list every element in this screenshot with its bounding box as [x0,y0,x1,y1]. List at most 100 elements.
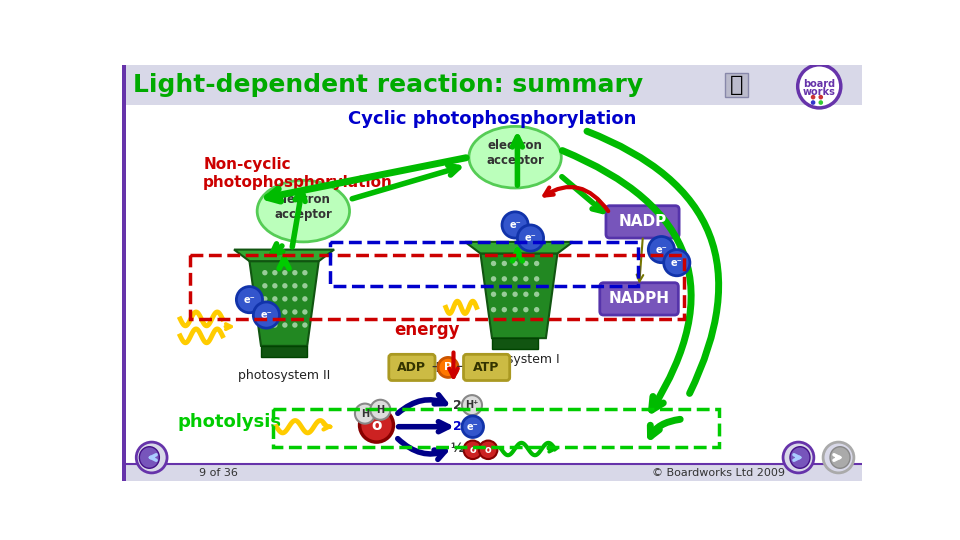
Circle shape [523,276,529,281]
Ellipse shape [830,447,850,468]
Text: o: o [485,445,492,455]
Circle shape [517,225,543,251]
Text: photolysis: photolysis [178,413,282,431]
Circle shape [282,296,288,301]
Text: electron
acceptor: electron acceptor [275,193,332,221]
Circle shape [798,65,841,108]
Text: board: board [804,79,835,89]
Circle shape [534,276,540,281]
Circle shape [302,283,307,288]
Circle shape [262,296,268,301]
Circle shape [302,270,307,275]
Circle shape [663,249,690,276]
Circle shape [513,261,517,266]
Circle shape [513,307,517,312]
Circle shape [302,322,307,328]
Text: o: o [469,445,476,455]
Circle shape [479,441,497,459]
Circle shape [273,309,277,315]
Circle shape [262,322,268,328]
FancyArrowPatch shape [397,438,445,460]
Polygon shape [480,253,558,338]
Bar [127,105,857,465]
Circle shape [513,292,517,297]
FancyArrowPatch shape [587,131,719,394]
Text: ADP: ADP [397,361,426,374]
Circle shape [819,100,823,105]
FancyArrowPatch shape [650,420,681,436]
Circle shape [273,283,277,288]
Text: NADPH: NADPH [609,292,669,306]
Ellipse shape [257,180,349,242]
FancyArrowPatch shape [544,187,609,211]
Text: P: P [444,362,452,373]
Text: e⁻: e⁻ [509,220,521,230]
Text: +: + [430,360,443,375]
Circle shape [523,292,529,297]
Ellipse shape [790,447,810,468]
Circle shape [462,416,484,437]
Ellipse shape [468,126,562,188]
Circle shape [262,283,268,288]
Circle shape [360,408,394,442]
Circle shape [262,270,268,275]
Circle shape [823,442,853,473]
Circle shape [302,296,307,301]
Text: e⁻: e⁻ [656,245,667,254]
Circle shape [523,307,529,312]
Text: 2: 2 [453,420,462,433]
Circle shape [783,442,814,473]
Polygon shape [234,249,334,261]
Circle shape [811,95,815,99]
Circle shape [236,287,262,313]
Circle shape [502,292,507,297]
Text: photosystem I: photosystem I [470,353,560,366]
Circle shape [136,442,167,473]
Bar [261,346,307,356]
Polygon shape [250,261,319,346]
Text: e⁻: e⁻ [524,233,537,243]
Text: photosystem II: photosystem II [238,369,330,382]
FancyArrowPatch shape [397,395,445,413]
FancyBboxPatch shape [389,354,435,381]
FancyArrowPatch shape [398,422,448,431]
Circle shape [253,302,279,328]
Text: electron
acceptor: electron acceptor [486,139,544,167]
Circle shape [292,283,298,288]
Circle shape [523,261,529,266]
Circle shape [302,309,307,315]
Circle shape [502,212,528,238]
Text: e⁻: e⁻ [260,310,273,320]
Circle shape [292,322,298,328]
Text: H⁺: H⁺ [466,400,479,410]
Circle shape [282,322,288,328]
Circle shape [819,95,823,99]
Text: e⁻: e⁻ [244,295,255,305]
Circle shape [491,276,496,281]
Circle shape [534,307,540,312]
Circle shape [464,441,482,459]
Circle shape [811,100,815,105]
Circle shape [513,276,517,281]
Circle shape [371,400,391,420]
FancyBboxPatch shape [464,354,510,381]
FancyBboxPatch shape [606,206,679,238]
Text: Cyclic photophosphorylation: Cyclic photophosphorylation [348,110,636,127]
Text: Light-dependent reaction: summary: Light-dependent reaction: summary [133,73,643,97]
Circle shape [491,261,496,266]
Bar [492,338,539,349]
Text: © Boardworks Ltd 2009: © Boardworks Ltd 2009 [652,468,784,478]
Circle shape [534,261,540,266]
Text: Non-cyclic
photophosphorylation: Non-cyclic photophosphorylation [204,157,394,190]
Ellipse shape [139,447,159,468]
Bar [123,65,127,481]
Text: e⁻: e⁻ [467,422,479,431]
Circle shape [273,296,277,301]
Text: H: H [376,405,384,415]
Circle shape [355,403,375,423]
Circle shape [534,292,540,297]
FancyBboxPatch shape [600,283,679,315]
Text: ½: ½ [451,442,464,455]
Text: H: H [361,409,369,419]
Text: 2: 2 [453,399,462,411]
